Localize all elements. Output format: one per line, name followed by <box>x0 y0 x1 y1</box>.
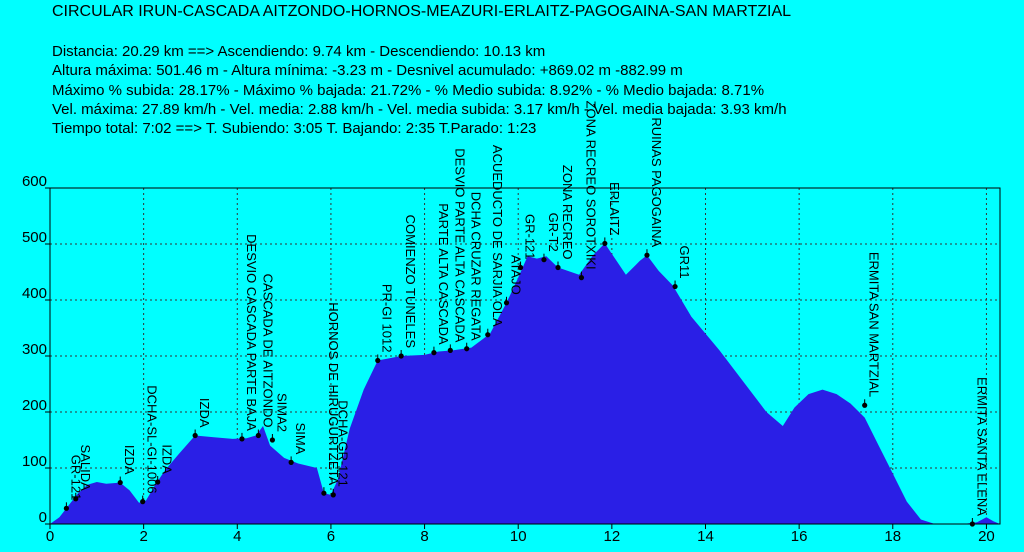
x-tick-label: 0 <box>46 528 54 545</box>
y-tick-label: 0 <box>39 509 47 526</box>
waypoint-label: SIMA2 <box>274 393 289 432</box>
x-tick-label: 16 <box>791 528 808 545</box>
waypoint-label: ERMITA SAN MARTZIAL <box>867 252 882 397</box>
waypoint-label: GR-121 <box>68 455 83 501</box>
waypoint-label: IZDA <box>160 444 175 474</box>
waypoint-label: DCHA CRUZAR REGATA <box>469 192 484 341</box>
waypoint-label: GR-121 <box>523 214 538 260</box>
stats-line-speed: Vel. máxima: 27.89 km/h - Vel. media: 2.… <box>52 100 787 118</box>
x-tick-label: 14 <box>697 528 714 545</box>
waypoint-label: DESVIO PARTE ALTA CASCADA <box>452 148 467 342</box>
waypoint-label: ACUEDUCTO DE SARJIA OLA <box>490 145 505 327</box>
waypoint-label: DCHA-SL-GI-1006 <box>145 385 160 493</box>
y-tick-label: 200 <box>22 397 47 414</box>
waypoint-label: IZDA <box>122 445 137 475</box>
chart-title: CIRCULAR IRUN-CASCADA AITZONDO-HORNOS-ME… <box>52 3 792 20</box>
waypoint-label: RUINAS PAGOGAINA <box>649 117 664 247</box>
waypoint-label: GR11 <box>677 246 692 279</box>
waypoint-label: ZONA RECREO SOROTXIKI <box>583 101 598 270</box>
waypoint-label: ZONA RECREO <box>560 165 575 260</box>
y-tick-label: 400 <box>22 285 47 302</box>
waypoint-label: COMIENZO TUNELES <box>403 215 418 349</box>
x-tick-label: 10 <box>510 528 527 545</box>
waypoint-label: CASCADA DE AITZONDO <box>260 274 275 428</box>
waypoint-label: DESVIO CASCADA PARTE BAJA <box>244 234 259 431</box>
route-stats: Distancia: 20.29 km ==> Ascendiendo: 9.7… <box>52 42 787 138</box>
waypoint-label: PR-GI 1012 <box>380 284 395 353</box>
x-tick-label: 6 <box>327 528 335 545</box>
waypoint-label: HORNOS DE HIRUGURTZETA <box>326 302 341 485</box>
waypoint-label: IZDA <box>197 398 212 428</box>
stats-line-altitude: Altura máxima: 501.46 m - Altura mínima:… <box>52 62 683 80</box>
waypoint-label: DCHA-GR-121 <box>335 400 350 487</box>
waypoint-label: ERLAITZ <box>607 182 622 236</box>
waypoint-label: GR-T2 <box>546 213 561 252</box>
y-tick-label: 600 <box>22 173 47 190</box>
x-tick-label: 8 <box>420 528 428 545</box>
y-tick-label: 300 <box>22 341 47 358</box>
waypoint-label: PARTE ALTA CASCADA <box>436 203 451 345</box>
waypoint-label: SIMA <box>293 423 308 455</box>
stats-line-distance: Distancia: 20.29 km ==> Ascendiendo: 9.7… <box>52 43 546 60</box>
x-tick-label: 2 <box>139 528 147 545</box>
stats-line-time: Tiempo total: 7:02 ==> T. Subiendo: 3:05… <box>52 120 537 138</box>
stats-line-slope: Máximo % subida: 28.17% - Máximo % bajad… <box>52 81 765 99</box>
y-tick-label: 500 <box>22 229 47 246</box>
waypoint-label: SALIDA <box>78 445 93 492</box>
waypoint-label: ATAJO <box>509 255 524 295</box>
x-tick-label: 12 <box>604 528 621 545</box>
x-tick-label: 20 <box>978 528 995 545</box>
x-tick-label: 18 <box>884 528 901 545</box>
y-tick-label: 100 <box>22 453 47 470</box>
x-tick-label: 4 <box>233 528 241 545</box>
elevation-area <box>50 243 1000 524</box>
waypoint-label: ERMITA SANTA ELENA <box>974 377 989 516</box>
